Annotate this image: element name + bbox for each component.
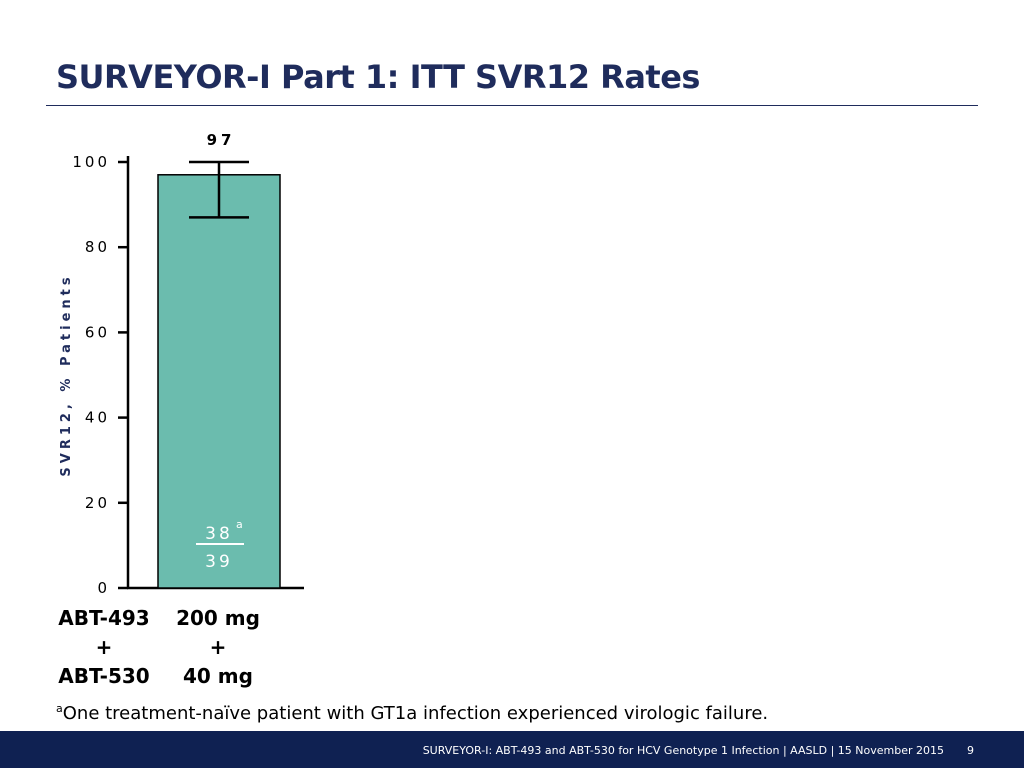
page-number: 9 <box>967 744 974 757</box>
fraction-numerator-marker: a <box>236 518 243 531</box>
fraction-denominator: 39 <box>205 552 233 572</box>
fraction-numerator: 38 <box>205 524 233 544</box>
patient-fraction: 38 a 39 <box>196 518 244 572</box>
drug-line-1: ABT-493 <box>58 606 150 630</box>
drug-line-3: ABT-530 <box>58 664 150 688</box>
y-tick-label: 100 <box>72 153 110 171</box>
footnote-marker: a <box>56 702 63 715</box>
bar-abt493-abt530 <box>157 174 281 589</box>
dose-line-3: 40 mg <box>183 664 253 688</box>
y-tick-label: 0 <box>97 579 110 597</box>
bar-value-label: 97 <box>207 131 236 149</box>
slide-title: SURVEYOR-I Part 1: ITT SVR12 Rates <box>56 58 700 96</box>
y-tick-label: 80 <box>85 238 110 256</box>
category-dose-label: 200 mg + 40 mg <box>166 604 270 691</box>
y-tick-label: 20 <box>85 494 110 512</box>
bar-chart: SVR12, % Patients 0 20 40 60 80 100 97 38 a 3… <box>59 131 304 597</box>
footnote: aOne treatment-naïve patient with GT1a i… <box>56 702 768 724</box>
y-axis-ticks: 0 20 40 60 80 100 <box>72 153 128 597</box>
error-bar <box>189 160 249 219</box>
drug-line-2: + <box>95 635 113 659</box>
dose-line-1: 200 mg <box>176 606 260 630</box>
footer-bar: SURVEYOR-I: ABT-493 and ABT-530 for HCV … <box>0 731 1024 768</box>
dose-line-2: + <box>209 635 227 659</box>
y-tick-label: 60 <box>85 323 110 341</box>
title-divider <box>46 105 978 106</box>
footnote-text: One treatment-naïve patient with GT1a in… <box>62 703 769 724</box>
y-axis-label: SVR12, % Patients <box>59 273 74 476</box>
footer-citation: SURVEYOR-I: ABT-493 and ABT-530 for HCV … <box>422 744 944 757</box>
y-tick-label: 40 <box>85 409 110 427</box>
category-drug-label: ABT-493 + ABT-530 <box>52 604 156 691</box>
